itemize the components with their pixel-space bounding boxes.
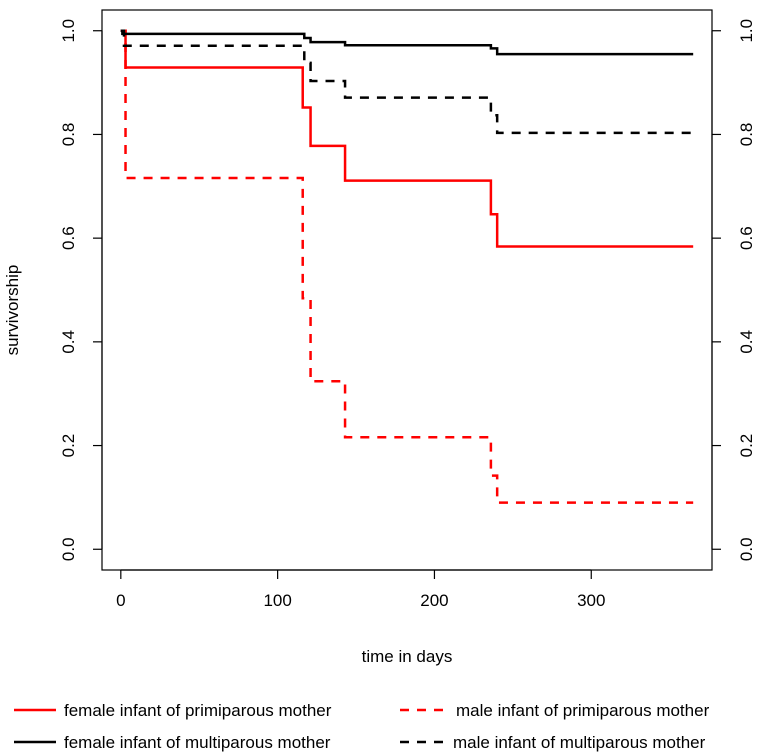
y-tick-label-right: 0.2 (737, 434, 756, 458)
x-tick-label: 300 (577, 591, 605, 610)
series-line-male-infant-of-primiparous-mother (120, 29, 694, 504)
y-axis-title: survivorship (3, 265, 22, 356)
y-tick-label-left: 0.0 (59, 537, 78, 561)
y-tick-label-right: 0.0 (737, 537, 756, 561)
y-tick-label-left: 0.2 (59, 434, 78, 458)
x-tick-label: 100 (263, 591, 291, 610)
y-tick-label-right: 0.8 (737, 123, 756, 147)
series-line-male-infant-of-multiparous-mother (120, 29, 694, 135)
x-tick-label: 0 (116, 591, 125, 610)
series-layer (120, 29, 694, 504)
y-tick-label-left: 0.4 (59, 330, 78, 354)
x-axis-title: time in days (362, 647, 453, 666)
legend-label-male-multiparous: male infant of multiparous mother (453, 733, 706, 752)
y-tick-label-left: 0.8 (59, 123, 78, 147)
legend: female infant of primiparous mother male… (14, 701, 710, 752)
x-tick-label: 200 (420, 591, 448, 610)
series-line-female-infant-of-primiparous-mother (120, 29, 694, 248)
series-line-female-infant-of-multiparous-mother (120, 29, 694, 56)
legend-label-female-multiparous: female infant of multiparous mother (64, 733, 331, 752)
plot-frame (101, 9, 713, 571)
y-tick-label-left: 0.6 (59, 226, 78, 250)
y-tick-label-right: 0.6 (737, 226, 756, 250)
axis-layer: 0 100 200 300 0.0 0.2 0.4 0.6 0.8 1.0 0.0 0.2 0.4 0.6… (59, 19, 756, 610)
y-tick-label-left: 1.0 (59, 19, 78, 43)
legend-label-female-primiparous: female infant of primiparous mother (64, 701, 332, 720)
legend-label-male-primiparous: male infant of primiparous mother (456, 701, 710, 720)
y-tick-label-right: 1.0 (737, 19, 756, 43)
y-tick-label-right: 0.4 (737, 330, 756, 354)
